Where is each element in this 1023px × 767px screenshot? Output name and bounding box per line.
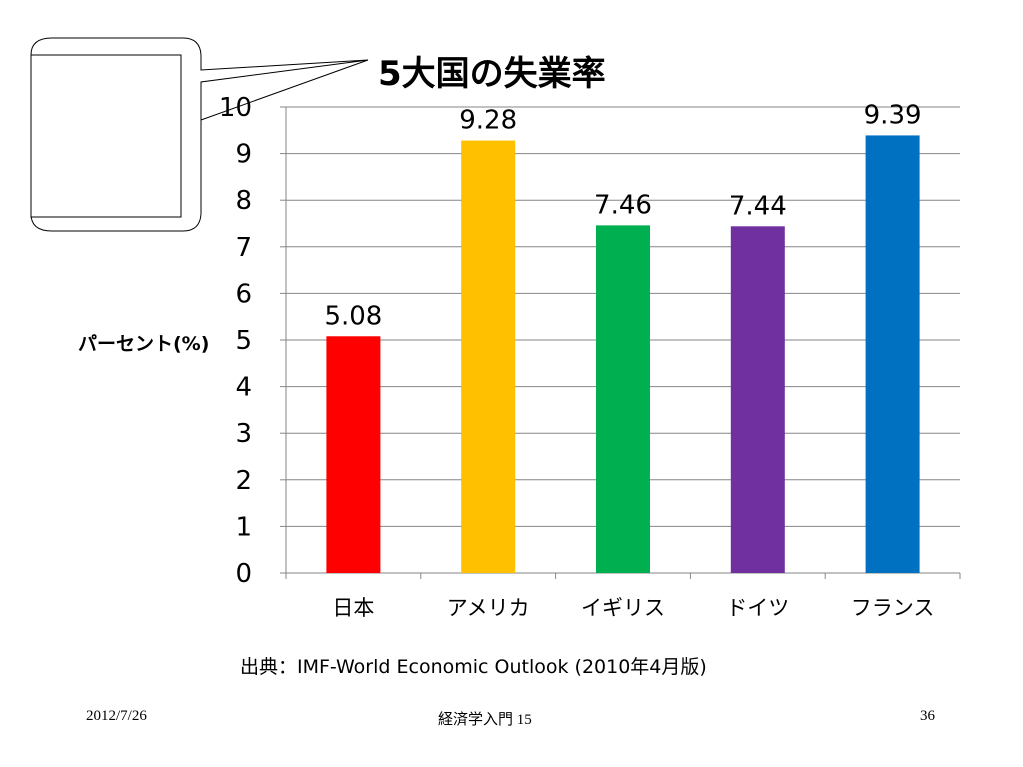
footer-course-title: 経済学入門 15	[438, 712, 532, 728]
x-tick-label: 日本	[332, 596, 374, 620]
chart-title: 5大国の失業率	[378, 54, 606, 94]
callout-inner-rect	[30, 54, 182, 218]
y-tick-label: 2	[235, 466, 252, 496]
footer-page-number: 36	[920, 708, 935, 724]
bar-3	[596, 225, 650, 573]
y-tick-label: 4	[235, 373, 252, 403]
data-label: 9.28	[459, 106, 517, 136]
callout-pointer-line	[200, 59, 369, 121]
y-tick-label: 10	[219, 93, 252, 123]
data-label: 9.39	[864, 100, 922, 130]
y-tick-label: 5	[235, 326, 252, 356]
x-tick-label: イギリス	[581, 596, 665, 620]
footer-date: 2012/7/26	[86, 708, 147, 724]
y-tick-label: 3	[235, 419, 252, 449]
bar-5	[865, 135, 920, 573]
data-label: 5.08	[324, 301, 382, 331]
y-tick-label: 8	[235, 186, 252, 216]
bar-1	[326, 336, 381, 573]
data-label: 7.44	[729, 191, 787, 221]
bar-4	[730, 226, 785, 573]
y-tick-label: 6	[235, 279, 252, 309]
y-tick-label: 1	[235, 512, 252, 542]
x-tick-label: アメリカ	[447, 596, 530, 620]
bar-2	[461, 140, 516, 573]
y-tick-label: 9	[235, 140, 252, 170]
y-tick-label: 0	[235, 559, 252, 589]
x-tick-label: フランス	[851, 596, 935, 620]
y-axis-label: パーセント(%)	[78, 333, 210, 355]
x-tick-label: ドイツ	[726, 596, 789, 620]
source-citation: 出典：IMF-World Economic Outlook (2010年4月版)	[240, 656, 707, 678]
data-label: 7.46	[594, 190, 652, 220]
y-tick-label: 7	[235, 233, 252, 263]
